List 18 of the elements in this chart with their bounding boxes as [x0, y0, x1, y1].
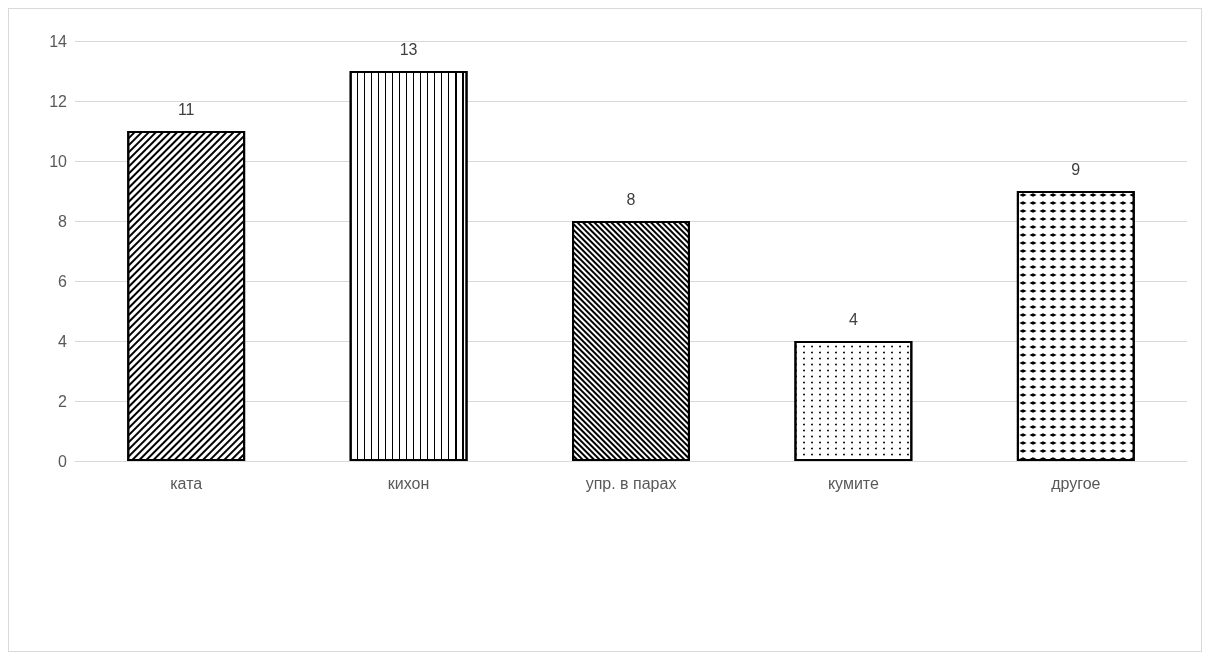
y-tick-label: 4	[58, 332, 68, 350]
data-label: 4	[848, 310, 858, 328]
x-tick-label: другое	[1051, 474, 1101, 492]
x-tick-label: кумите	[827, 474, 879, 492]
data-label: 8	[626, 190, 636, 208]
y-tick-label: 12	[49, 92, 68, 110]
data-label: 9	[1071, 160, 1081, 178]
y-tick-label: 2	[58, 392, 68, 410]
data-label: 13	[399, 40, 418, 58]
y-tick-label: 10	[49, 152, 68, 170]
y-tick-label: 8	[58, 212, 68, 230]
x-tick-label: упр. в парах	[585, 474, 677, 492]
y-tick-label: 6	[58, 272, 68, 290]
data-label: 11	[177, 100, 195, 118]
y-tick-label: 14	[49, 32, 68, 50]
y-tick-label: 0	[58, 452, 68, 470]
x-tick-label: кихон	[387, 474, 430, 492]
x-tick-label: ката	[170, 474, 203, 492]
